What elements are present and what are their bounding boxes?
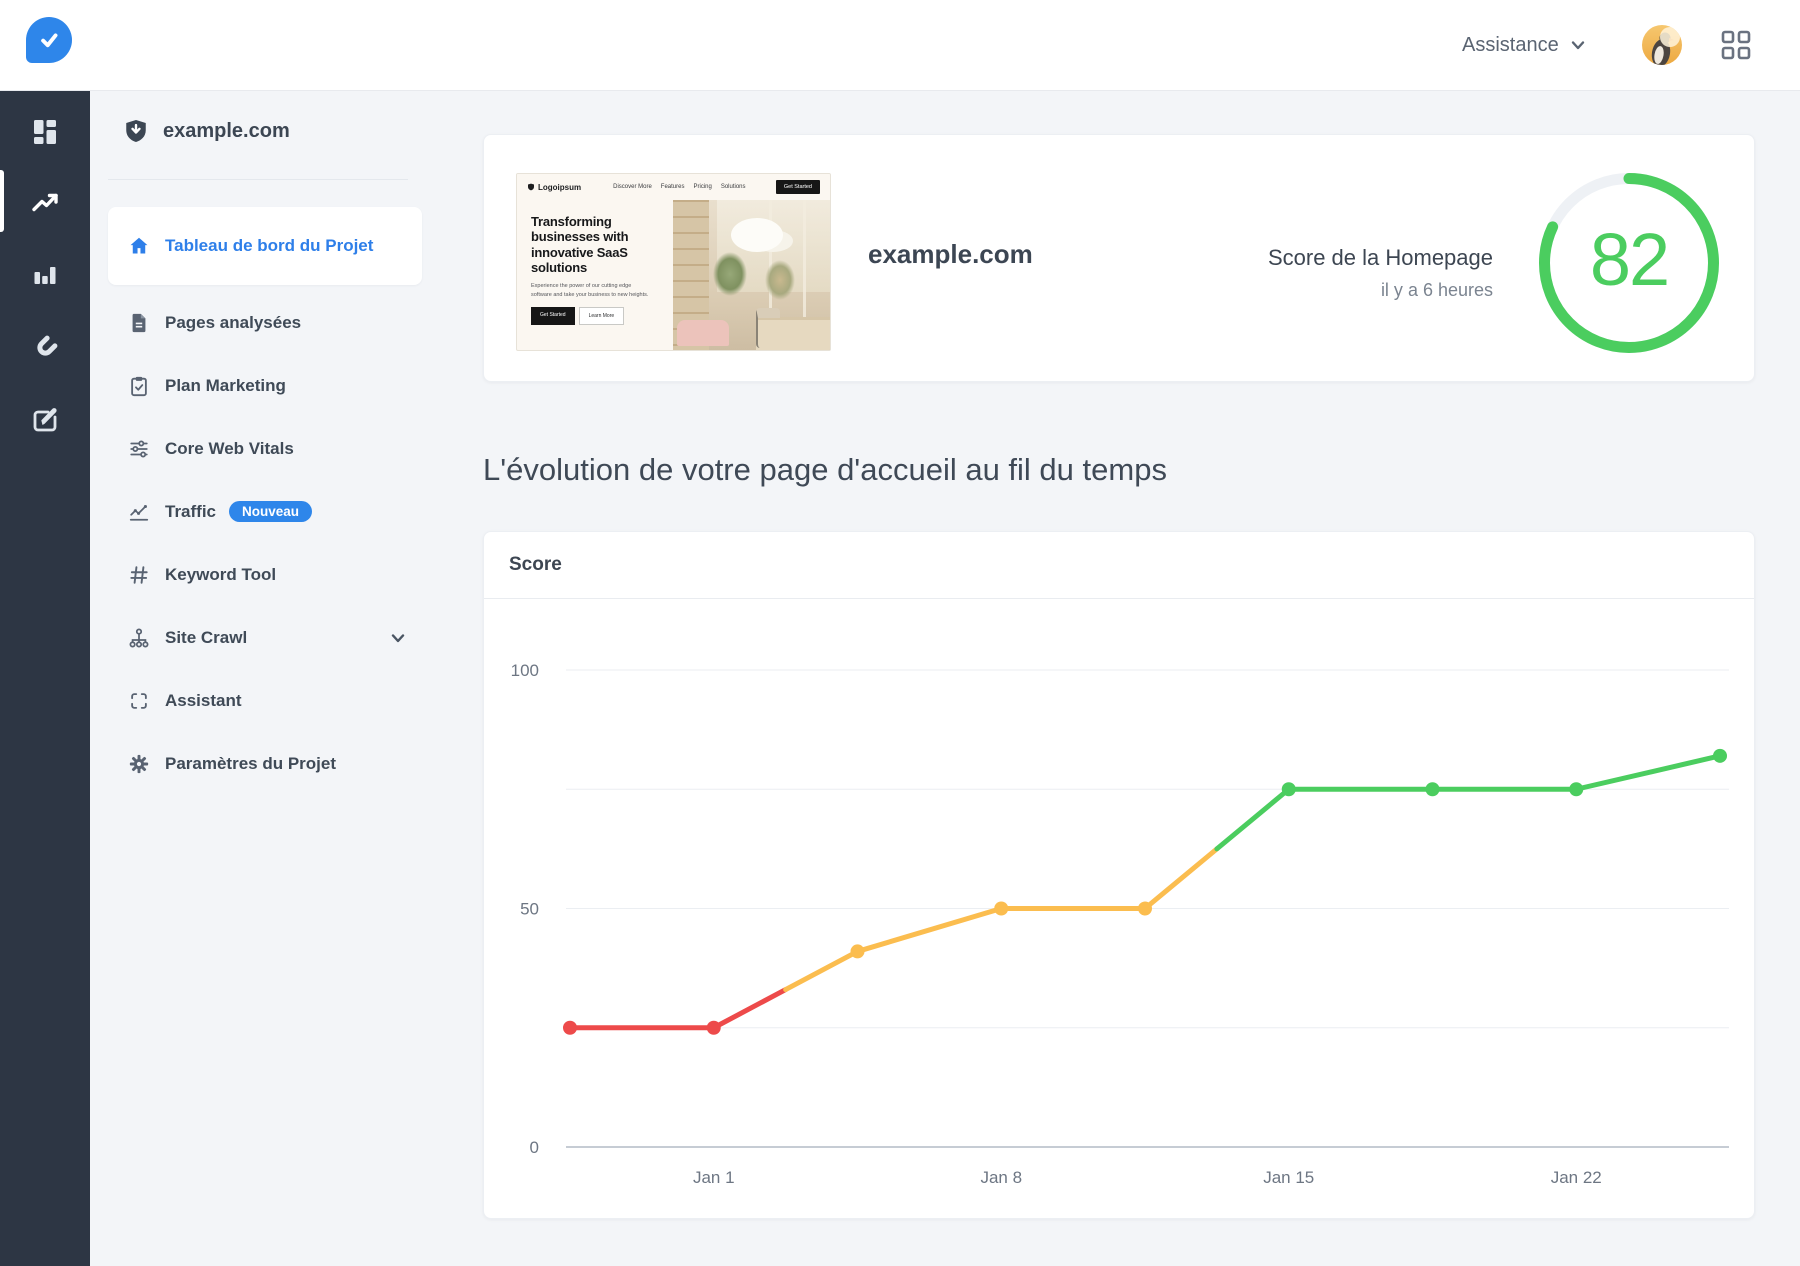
file-icon (128, 312, 150, 334)
sidebar-item-label: Traffic (165, 501, 217, 521)
sidebar-item-assistant[interactable]: Assistant (108, 669, 422, 732)
check-icon (41, 33, 58, 48)
svg-text:0: 0 (530, 1138, 539, 1157)
thumbnail-nav: Discover More Features Pricing Solutions (613, 184, 746, 190)
svg-text:Jan 1: Jan 1 (693, 1168, 735, 1187)
thumbnail-body: Transforming businesses with innovative … (517, 200, 830, 350)
avatar-background (1660, 27, 1680, 47)
thumbnail-logo: Logoipsum (527, 183, 581, 192)
sidebar-item-label: Assistant (165, 690, 242, 710)
thumbnail-copy: Transforming businesses with innovative … (517, 200, 673, 350)
edit-icon[interactable] (30, 404, 60, 434)
assistance-label: Assistance (1462, 33, 1559, 56)
thumbnail-button-secondary: Learn More (578, 306, 625, 325)
homepage-thumbnail[interactable]: Logoipsum Discover More Features Pricing… (516, 173, 831, 351)
topbar: Assistance (0, 0, 1800, 91)
sidebar-item-core-web-vitals[interactable]: Core Web Vitals (108, 417, 422, 480)
scan-icon (128, 690, 150, 712)
svg-text:Jan 22: Jan 22 (1551, 1168, 1602, 1187)
score-timestamp: il y a 6 heures (1380, 280, 1493, 300)
trending-up-icon[interactable] (30, 188, 60, 218)
user-avatar[interactable] (1642, 25, 1682, 65)
icon-rail (0, 90, 90, 1266)
homepage-score-donut: 82 (1539, 173, 1719, 353)
nouveau-badge: Nouveau (229, 500, 313, 523)
sidebar-item-site-crawl[interactable]: Site Crawl (108, 606, 422, 669)
homepage-summary-card: Logoipsum Discover More Features Pricing… (483, 134, 1755, 382)
divider (108, 179, 408, 180)
thumbnail-button-primary: Get Started (531, 306, 575, 325)
sidebar-item-label: Tableau de bord du Projet (165, 236, 374, 255)
score-value: 82 (1589, 218, 1670, 302)
score-ring-progress (1539, 173, 1719, 353)
chevron-down-icon (1571, 41, 1584, 50)
clipboard-icon (128, 375, 150, 397)
sidebar-nav: Tableau de bord du Projet Pages analysée… (108, 207, 422, 795)
thumbnail-photo (673, 200, 830, 350)
score-line-chart: 0 50 100 Jan 1 Jan 8 Jan 15 Jan 22 (511, 661, 1729, 1187)
thumbnail-headline: Transforming businesses with innovative … (531, 214, 629, 275)
apps-grid-button[interactable] (1720, 29, 1752, 61)
section-title: L'évolution de votre page d'accueil au f… (483, 452, 1167, 487)
score-chart-card: Score 0 50 100 Jan 1 Jan 8 Jan 15 Jan 22 (483, 531, 1755, 1219)
app-logo[interactable] (26, 17, 72, 63)
hash-icon (128, 564, 150, 586)
home-icon (128, 235, 150, 257)
card-domain-title: example.com (868, 239, 1033, 269)
sidebar-item-pages-analysees[interactable]: Pages analysées (108, 291, 422, 354)
chart-line-icon (128, 501, 150, 523)
thumbnail-paragraph: Experience the power of our cutting edge… (531, 283, 649, 298)
svg-text:Jan 15: Jan 15 (1263, 1168, 1314, 1187)
sidebar-item-label: Keyword Tool (165, 564, 277, 584)
sitemap-icon (128, 627, 150, 649)
chart-title: Score (484, 532, 1754, 599)
rail-active-indicator (0, 170, 4, 232)
svg-text:50: 50 (520, 900, 539, 919)
magnet-icon[interactable] (30, 333, 60, 363)
assistance-menu[interactable]: Assistance (1462, 0, 1588, 90)
svg-text:100: 100 (511, 661, 539, 680)
sidebar-item-parametres[interactable]: Paramètres du Projet (108, 732, 422, 795)
sidebar-item-traffic[interactable]: Traffic Nouveau (108, 480, 422, 543)
chevron-down-icon[interactable] (388, 628, 408, 648)
thumbnail-cta: Get Started (775, 180, 820, 194)
sliders-icon (128, 438, 150, 460)
thumbnail-header: Logoipsum Discover More Features Pricing… (517, 174, 830, 200)
sidebar-item-label: Pages analysées (165, 312, 302, 332)
sidebar-item-keyword-tool[interactable]: Keyword Tool (108, 543, 422, 606)
sidebar-item-tableau-de-bord[interactable]: Tableau de bord du Projet (108, 207, 422, 285)
dashboard-icon[interactable] (30, 117, 60, 147)
bar-chart-icon[interactable] (30, 259, 60, 289)
sidebar-item-label: Plan Marketing (165, 375, 286, 395)
project-domain: example.com (163, 119, 290, 142)
project-sidebar: example.com Tableau de bord du Projet Pa… (90, 90, 423, 1266)
shield-icon (528, 183, 534, 191)
project-header[interactable]: example.com (123, 118, 290, 144)
sidebar-item-label: Paramètres du Projet (165, 753, 337, 773)
svg-text:Jan 8: Jan 8 (980, 1168, 1022, 1187)
sidebar-item-plan-marketing[interactable]: Plan Marketing (108, 354, 422, 417)
shield-icon (126, 119, 146, 143)
gear-icon (128, 753, 150, 775)
sidebar-item-label: Site Crawl (165, 627, 248, 647)
score-label: Score de la Homepage (1267, 245, 1493, 270)
sidebar-item-label: Core Web Vitals (165, 438, 294, 458)
